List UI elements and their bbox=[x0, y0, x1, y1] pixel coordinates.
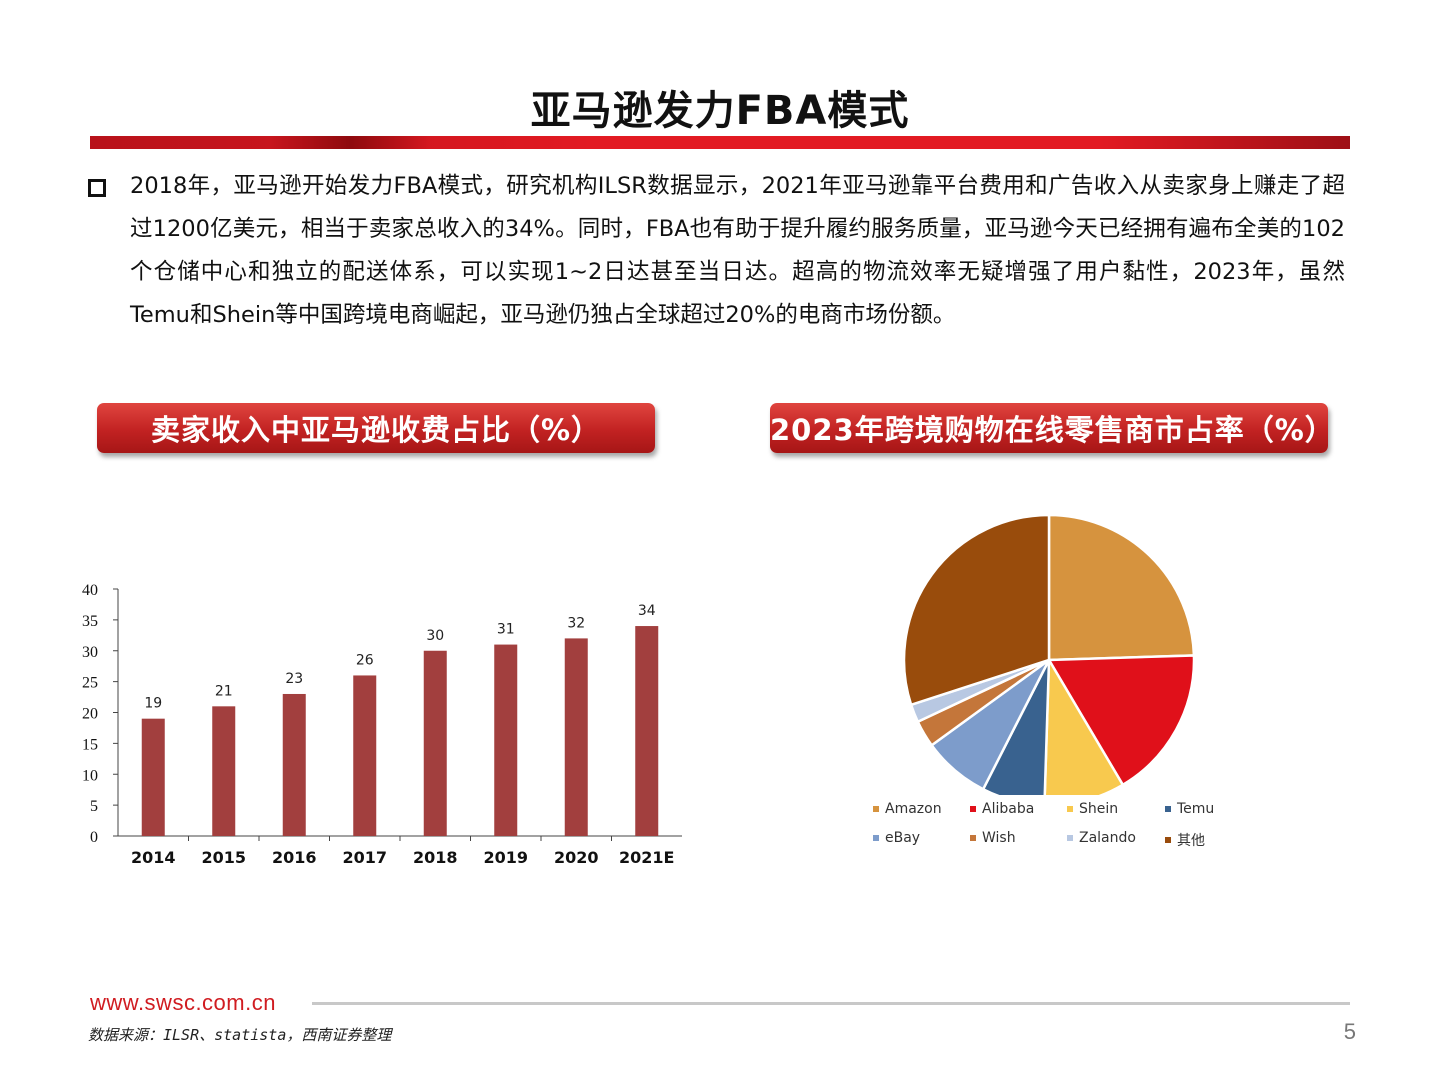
y-tick-label: 35 bbox=[82, 613, 98, 630]
legend-swatch bbox=[873, 806, 879, 812]
legend-item: Wish bbox=[970, 830, 1016, 846]
legend-label: Zalando bbox=[1079, 830, 1136, 846]
pie-slice bbox=[1047, 513, 1196, 662]
bar-chart-header: 卖家收入中亚马逊收费占比（%） bbox=[97, 403, 655, 453]
legend-label: Shein bbox=[1079, 801, 1119, 817]
legend-swatch bbox=[873, 835, 879, 841]
pie-chart-header: 2023年跨境购物在线零售商市占率（%） bbox=[770, 403, 1334, 453]
data-label: 32 bbox=[567, 615, 585, 631]
legend-swatch bbox=[1067, 835, 1073, 841]
x-tick-label: 2016 bbox=[272, 848, 317, 867]
y-tick-label: 30 bbox=[82, 644, 98, 661]
legend-item: Shein bbox=[1067, 801, 1118, 817]
legend-item: eBay bbox=[873, 830, 920, 846]
data-label: 23 bbox=[285, 671, 303, 687]
legend-swatch bbox=[970, 806, 976, 812]
x-tick-label: 2014 bbox=[131, 848, 176, 867]
legend-swatch bbox=[970, 835, 976, 841]
pie-chart-area: Amazon Alibaba Shein Temu eBay Wish Zalando 其他 bbox=[855, 495, 1355, 865]
bar bbox=[494, 644, 518, 836]
legend-label: Amazon bbox=[885, 801, 942, 817]
legend-item: Amazon bbox=[873, 801, 942, 817]
legend-swatch bbox=[1165, 806, 1171, 812]
data-label: 19 bbox=[144, 696, 162, 712]
y-tick-label: 15 bbox=[82, 736, 98, 753]
legend-label: Alibaba bbox=[982, 801, 1035, 817]
x-tick-label: 2015 bbox=[201, 848, 246, 867]
legend-label: eBay bbox=[885, 830, 921, 846]
legend-label: Temu bbox=[1177, 801, 1215, 817]
legend-item: Temu bbox=[1165, 801, 1214, 817]
body-paragraph: 2018年，亚马逊开始发力FBA模式，研究机构ILSR数据显示，2021年亚马逊… bbox=[130, 173, 1345, 328]
legend-swatch bbox=[1067, 806, 1073, 812]
pie-slice bbox=[1046, 654, 1196, 787]
footer-website[interactable]: www.swsc.com.cn bbox=[90, 990, 276, 1015]
y-tick-label: 25 bbox=[82, 675, 98, 692]
data-label: 30 bbox=[426, 628, 444, 644]
y-tick-label: 5 bbox=[90, 798, 98, 815]
y-tick-label: 20 bbox=[82, 706, 98, 723]
x-tick-label: 2018 bbox=[413, 848, 458, 867]
bar bbox=[212, 706, 236, 836]
x-tick-label: 2020 bbox=[554, 848, 599, 867]
pie-slice bbox=[1043, 655, 1125, 795]
bar bbox=[423, 650, 447, 836]
footer-source: 数据来源：ILSR、statista，西南证券整理 bbox=[88, 1026, 392, 1044]
bar bbox=[141, 718, 165, 836]
pie-slice bbox=[902, 513, 1051, 707]
legend-item: 其他 bbox=[1165, 830, 1205, 850]
y-tick-label: 0 bbox=[90, 829, 98, 846]
bar bbox=[353, 675, 377, 836]
page-number: 5 bbox=[1343, 1019, 1356, 1044]
bar bbox=[282, 693, 306, 836]
legend-label: 其他 bbox=[1177, 833, 1205, 849]
pie-chart bbox=[902, 513, 1196, 795]
data-label: 34 bbox=[638, 603, 656, 619]
slide-title: 亚马逊发力FBA模式 bbox=[530, 88, 910, 134]
data-label: 21 bbox=[215, 683, 233, 699]
x-tick-label: 2019 bbox=[483, 848, 528, 867]
x-tick-label: 2017 bbox=[342, 848, 387, 867]
legend-swatch bbox=[1165, 837, 1171, 843]
bullet-square-icon bbox=[88, 179, 106, 197]
data-label: 26 bbox=[356, 652, 374, 668]
data-label: 31 bbox=[497, 622, 515, 638]
bar bbox=[564, 638, 588, 836]
title-underline-accent bbox=[270, 136, 430, 149]
legend-label: Wish bbox=[982, 830, 1016, 846]
bar-chart: 0 5 10 15 20 25 30 35 40 19 2014 21 2015 23 2016 26 2017… bbox=[82, 582, 682, 867]
legend-item: Zalando bbox=[1067, 830, 1136, 846]
y-tick-label: 40 bbox=[82, 582, 98, 599]
x-tick-label: 2021E bbox=[619, 848, 674, 867]
legend-item: Alibaba bbox=[970, 801, 1034, 817]
bar bbox=[635, 626, 659, 836]
footer-divider bbox=[312, 1002, 1350, 1005]
y-tick-label: 10 bbox=[82, 767, 98, 784]
